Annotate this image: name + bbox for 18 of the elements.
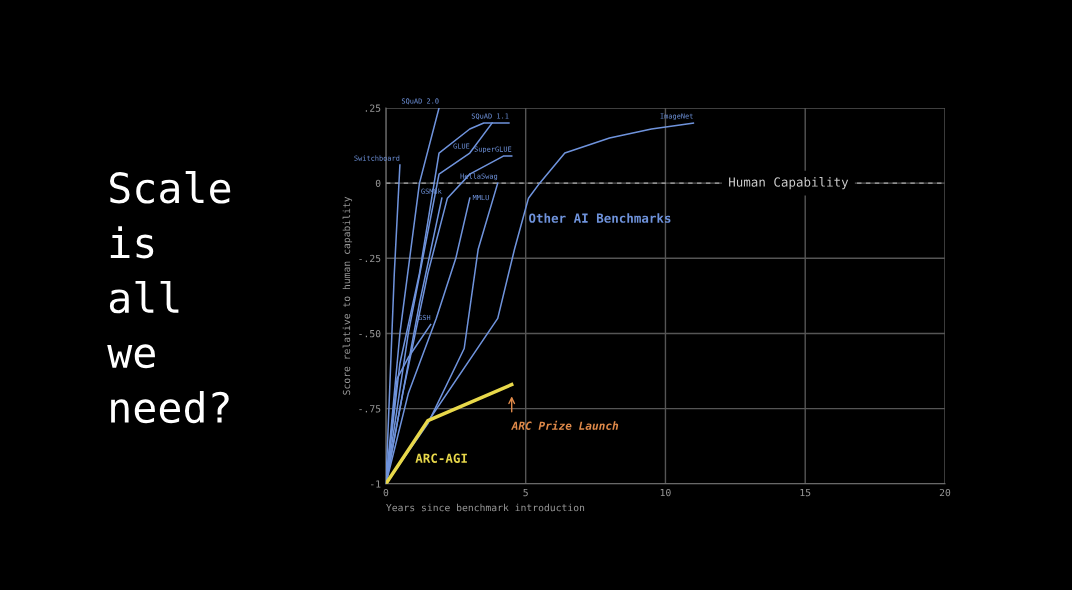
x-axis-title: Years since benchmark introduction xyxy=(386,503,585,512)
x-tick-label: 5 xyxy=(523,489,528,497)
annotation: Other AI Benchmarks xyxy=(529,213,671,223)
x-tick-label: 20 xyxy=(939,488,951,497)
y-tick-label: -.50 xyxy=(359,329,381,338)
y-tick-label: .25 xyxy=(365,104,381,112)
y-tick-label: 0 xyxy=(375,179,381,187)
y-tick-label: -1 xyxy=(371,480,381,488)
annotation: ARC Prize Launch xyxy=(511,420,619,430)
ref-line-label: Human Capability xyxy=(729,177,849,190)
text: Scale is all we need? xyxy=(107,171,231,424)
x-tick-label: 0 xyxy=(383,488,389,497)
y-axis-title: Score relative to human capability xyxy=(342,196,353,395)
y-tick-label: -.25 xyxy=(359,254,381,263)
x-tick-label: 10 xyxy=(660,488,671,497)
x-tick-label: 15 xyxy=(800,489,811,497)
series-label: ARC-AGI xyxy=(415,453,467,463)
y-tick-label: -.75 xyxy=(359,405,381,413)
